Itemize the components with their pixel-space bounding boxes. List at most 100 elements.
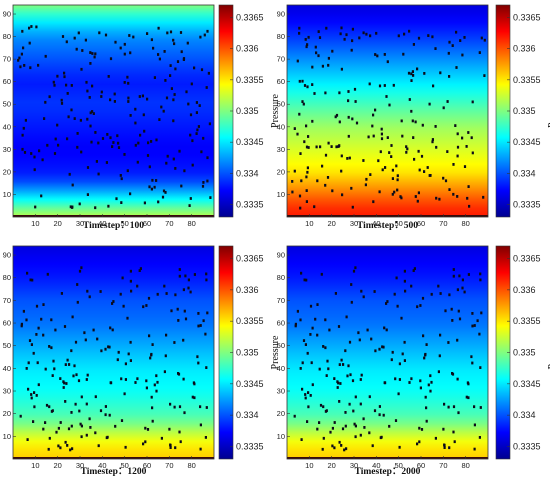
obstacle-marker [359,378,362,381]
obstacle-marker [21,147,24,151]
obstacle-marker [316,303,319,306]
obstacle-marker [148,185,151,189]
obstacle-marker [104,347,107,351]
obstacle-marker [206,179,209,183]
obstacle-marker [73,117,76,120]
obstacle-marker [419,304,422,307]
obstacle-marker [139,267,142,270]
obstacle-marker [37,383,40,387]
obstacle-marker [85,402,88,406]
obstacle-marker [456,338,459,342]
obstacle-marker [91,110,94,113]
obstacle-marker [86,166,90,169]
obstacle-marker [130,289,133,293]
obstacle-marker [148,165,151,169]
obstacle-marker [299,367,302,370]
heatmap-panel-2: 10 20 30 40 50 60 70 80 10 20 30 40 50 60 70 80 90 Timest… [277,4,550,231]
obstacle-marker [73,364,76,368]
obstacle-marker [378,413,381,417]
obstacle-marker [195,111,198,114]
x-tick-label: 20 [53,219,61,228]
obstacle-marker [51,374,54,377]
obstacle-marker [358,338,361,342]
obstacle-marker [458,317,462,321]
obstacle-marker [105,161,108,164]
obstacle-marker [126,75,129,79]
obstacle-marker [59,421,62,424]
obstacle-marker [378,84,382,88]
obstacle-marker [403,32,406,36]
obstacle-marker [353,422,356,426]
obstacle-marker [86,373,89,377]
obstacle-marker [127,100,130,103]
obstacle-marker [100,349,103,353]
obstacle-marker [44,54,47,58]
obstacle-marker [388,151,391,154]
obstacle-marker [63,75,66,79]
obstacle-marker [143,201,146,205]
x-tick-label: 20 [53,461,61,470]
obstacle-marker [172,38,175,42]
obstacle-marker [28,339,32,342]
obstacle-marker [43,117,46,120]
colorbar-tick-label: 0.3345 [513,137,541,147]
obstacle-marker [146,428,150,431]
obstacle-marker [147,141,150,145]
obstacle-marker [34,205,37,209]
obstacle-marker [452,192,455,196]
obstacle-marker [403,269,406,273]
x-tick-label: 40 [98,461,106,470]
obstacle-marker [322,345,325,348]
obstacle-marker [60,98,63,102]
obstacle-marker [20,52,23,56]
obstacle-marker [303,278,306,282]
obstacle-marker [120,177,123,181]
y-tick-label: 10 [277,432,285,441]
obstacle-marker [124,362,127,366]
obstacle-marker [28,26,31,30]
obstacle-marker [467,185,470,188]
obstacle-marker [338,120,341,124]
obstacle-marker [37,63,40,67]
obstacle-marker [119,46,122,50]
y-tick-label: 80 [3,32,11,41]
obstacle-marker [85,433,88,437]
y-tick-label: 20 [277,167,285,176]
obstacle-marker [359,402,362,406]
obstacle-marker [114,40,117,44]
obstacle-marker [300,271,303,275]
obstacle-marker [456,288,459,292]
x-tick-label: 70 [165,219,173,228]
obstacle-marker [46,143,49,147]
obstacle-marker [480,36,483,40]
obstacle-marker [388,424,391,428]
obstacle-marker [124,378,127,381]
y-tick-label: 10 [3,190,11,199]
obstacle-marker [473,405,476,409]
obstacle-marker [54,137,57,141]
obstacle-marker [434,436,437,440]
obstacle-marker [89,51,92,54]
obstacle-marker [348,340,352,344]
obstacle-marker [193,66,196,70]
obstacle-marker [173,405,176,409]
obstacle-marker [318,36,322,39]
y-tick-label: 20 [3,167,11,176]
obstacle-marker [86,193,89,196]
obstacle-marker [430,292,433,296]
obstacle-marker [26,438,29,441]
obstacle-marker [20,324,23,328]
obstacle-marker [348,156,351,160]
obstacle-marker [351,117,354,121]
obstacle-marker [479,406,482,409]
obstacle-marker [333,377,336,380]
colorbar-tick-label: 0.335 [513,348,536,358]
obstacle-marker [324,91,327,95]
obstacle-marker [327,141,330,145]
obstacle-marker [123,42,126,46]
colorbar-tick-label: 0.3365 [513,254,541,264]
obstacle-marker [467,273,470,276]
obstacle-marker [309,304,313,308]
obstacle-marker [456,154,459,158]
obstacle-marker [91,52,94,55]
